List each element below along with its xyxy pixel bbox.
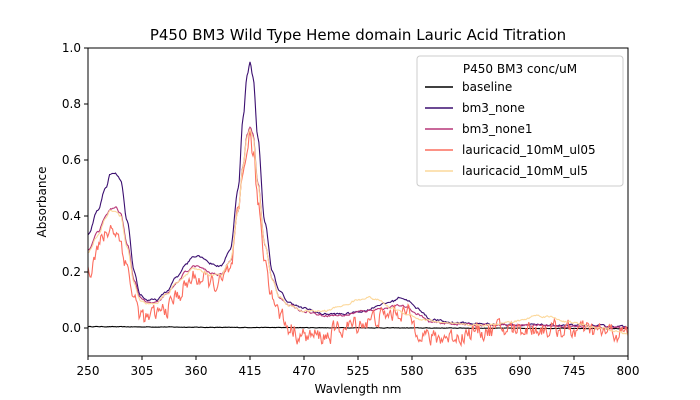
legend-entry-label: lauricacid_10mM_ul5 xyxy=(462,164,588,178)
y-tick-label: 1.0 xyxy=(62,41,81,55)
legend-entry-label: lauricacid_10mM_ul05 xyxy=(462,143,596,157)
x-tick-label: 415 xyxy=(239,364,262,378)
y-tick-label: 0.2 xyxy=(62,265,81,279)
y-tick-label: 0.6 xyxy=(62,153,81,167)
x-tick-label: 360 xyxy=(185,364,208,378)
x-tick-label: 800 xyxy=(617,364,640,378)
y-tick-label: 0.4 xyxy=(62,209,81,223)
y-tick-label: 0.8 xyxy=(62,97,81,111)
series-line-4 xyxy=(88,131,628,348)
legend: P450 BM3 conc/uM baseline bm3_none bm3_none… xyxy=(416,55,624,187)
x-tick-label: 250 xyxy=(77,364,100,378)
series-line-1 xyxy=(88,325,628,330)
series-line-5 xyxy=(88,127,628,335)
x-tick-label: 745 xyxy=(563,364,586,378)
y-axis-label: Absorbance xyxy=(35,167,49,238)
x-tick-label: 580 xyxy=(401,364,424,378)
plot-area: 250 305 360 415 470 525 580 635 690 745 800 0.0 0.2 0… xyxy=(62,41,640,378)
legend-entry-label: bm3_none1 xyxy=(462,122,533,136)
legend-title: P450 BM3 conc/uM xyxy=(463,62,577,76)
legend-box xyxy=(416,55,624,187)
y-tick-label: 0.0 xyxy=(62,321,81,335)
legend-entry-label: baseline xyxy=(462,80,512,94)
x-tick-label: 470 xyxy=(293,364,316,378)
x-tick-label: 305 xyxy=(131,364,154,378)
x-tick-label: 690 xyxy=(509,364,532,378)
series-lines xyxy=(88,61,628,348)
chart-title: P450 BM3 Wild Type Heme domain Lauric Ac… xyxy=(150,26,566,44)
legend-entry-label: bm3_none xyxy=(462,101,525,115)
x-tick-label: 635 xyxy=(455,364,478,378)
x-axis-label: Wavlength nm xyxy=(315,382,402,396)
x-tick-label: 525 xyxy=(347,364,370,378)
